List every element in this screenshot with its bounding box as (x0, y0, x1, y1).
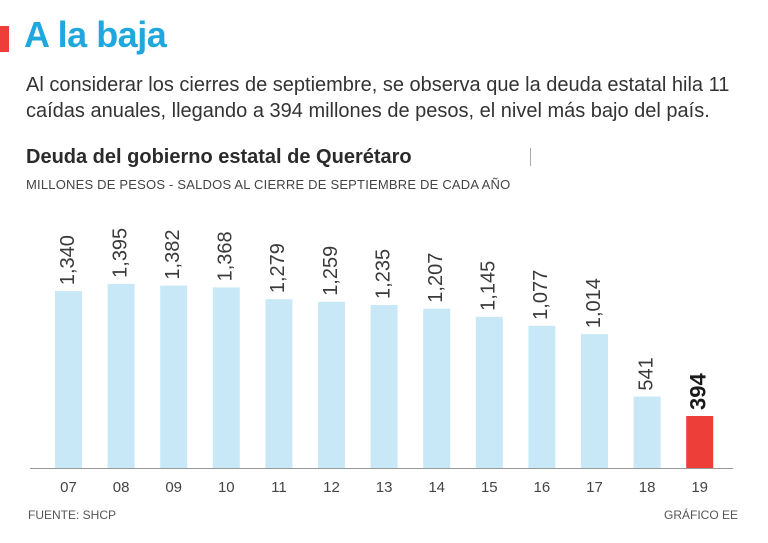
chart-subtitle: MILLONES DE PESOS - SALDOS AL CIERRE DE … (26, 177, 511, 192)
x-tick-label-17: 17 (586, 479, 603, 496)
x-tick-label-16: 16 (534, 479, 551, 496)
data-label-07: 1,340 (57, 235, 79, 285)
bar-12 (318, 301, 345, 468)
data-label-15: 1,145 (478, 261, 500, 311)
bar-11 (265, 299, 293, 468)
x-tick-label-12: 12 (323, 479, 340, 496)
bar-15 (475, 316, 503, 468)
title-divider (530, 148, 531, 166)
x-tick-label-18: 18 (639, 479, 656, 496)
x-tick-label-13: 13 (376, 479, 393, 496)
accent-bar (0, 26, 9, 52)
x-tick-label-14: 14 (428, 479, 445, 496)
bar-17 (581, 334, 608, 468)
x-tick-label-09: 09 (165, 479, 182, 496)
lead-text: Al considerar los cierres de septiembre,… (26, 74, 730, 122)
x-tick-label-07: 07 (60, 479, 77, 496)
data-label-16: 1,077 (530, 270, 552, 320)
data-label-14: 1,207 (425, 253, 447, 303)
bar-chart: 1,340 07 1,395 08 1,382 09 1,368 10 1,279 11 1,259… (30, 228, 734, 496)
data-label-19: 394 (686, 373, 711, 410)
headline: A la baja (24, 14, 167, 55)
x-tick-label-15: 15 (481, 479, 498, 496)
bar-07 (55, 291, 82, 468)
graphic-credit: GRÁFICO EE (663, 508, 738, 522)
data-label-12: 1,259 (320, 246, 342, 296)
data-label-08: 1,395 (109, 228, 131, 278)
x-tick-label-19: 19 (691, 479, 708, 496)
data-label-18: 541 (635, 357, 657, 390)
x-tick-label-08: 08 (113, 479, 130, 496)
bar-18 (633, 396, 661, 468)
data-label-17: 1,014 (583, 278, 605, 328)
data-label-13: 1,235 (372, 249, 394, 299)
data-label-10: 1,368 (215, 231, 237, 281)
bar-13 (370, 304, 398, 468)
bar-16 (528, 325, 556, 468)
bar-10 (212, 287, 240, 468)
chart-title: Deuda del gobierno estatal de Querétaro (26, 146, 412, 168)
bar-14 (423, 308, 451, 468)
x-tick-label-10: 10 (218, 479, 235, 496)
data-label-09: 1,382 (162, 230, 184, 280)
bar-08 (107, 283, 135, 468)
source-note: FUENTE: SHCP (28, 508, 117, 522)
x-tick-label-11: 11 (271, 479, 287, 496)
bar-09 (160, 285, 188, 468)
data-label-11: 1,279 (267, 243, 289, 293)
bar-19 (686, 415, 714, 468)
